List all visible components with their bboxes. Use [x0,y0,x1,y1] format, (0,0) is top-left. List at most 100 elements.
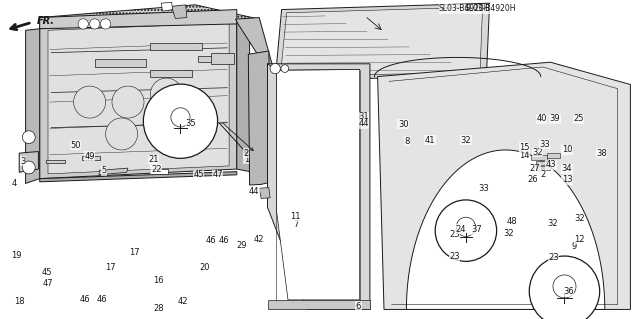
Polygon shape [275,3,490,80]
Circle shape [22,131,35,144]
Bar [211,53,234,64]
Text: 11: 11 [291,212,301,221]
Polygon shape [236,18,272,67]
Text: 44: 44 [358,119,369,128]
Text: 6: 6 [356,302,361,311]
Text: 3: 3 [20,157,26,166]
Text: 42: 42 [254,235,264,244]
Text: 22: 22 [151,165,161,174]
Polygon shape [406,150,605,309]
Polygon shape [268,64,370,309]
Text: 47: 47 [43,279,53,288]
Bar [150,169,168,174]
Text: 44: 44 [249,187,259,196]
Text: 33: 33 [479,184,489,193]
Text: 18: 18 [14,297,24,306]
Circle shape [456,217,476,236]
Bar [95,59,146,67]
Text: 17: 17 [105,263,115,272]
Text: 38: 38 [596,149,607,158]
Circle shape [22,161,35,174]
Text: 32: 32 [532,148,543,157]
Text: 40: 40 [536,114,547,123]
Bar [268,300,370,309]
Text: 29: 29 [237,241,247,250]
Polygon shape [40,5,259,29]
Text: 39: 39 [550,114,560,123]
Text: 25: 25 [573,114,584,123]
Polygon shape [161,2,173,11]
Polygon shape [40,10,237,29]
Text: 41: 41 [425,136,435,145]
Text: 33: 33 [540,140,550,149]
Polygon shape [276,70,360,300]
Text: 35: 35 [186,119,196,128]
Circle shape [435,200,497,261]
Bar [198,56,232,62]
Text: 28: 28 [154,304,164,313]
Text: 17: 17 [129,248,140,256]
Bar [536,161,550,165]
Text: 9: 9 [572,242,577,251]
Circle shape [78,19,88,29]
Polygon shape [48,23,229,174]
Text: FR.: FR. [37,16,55,26]
Text: 4: 4 [12,179,17,188]
Text: 32: 32 [548,219,558,228]
Text: 5: 5 [102,166,107,175]
Text: 2: 2 [540,170,545,179]
Text: 43: 43 [546,160,556,169]
Text: 21: 21 [148,155,159,164]
Text: 45: 45 [42,268,52,277]
Text: 15: 15 [520,143,530,152]
Bar [150,43,202,50]
Polygon shape [280,7,483,76]
Bar [531,155,547,160]
Text: 49: 49 [84,152,95,161]
Text: 1: 1 [244,155,249,164]
Text: 23: 23 [449,230,460,239]
Polygon shape [248,51,272,185]
Circle shape [74,86,106,118]
Text: 23: 23 [548,253,559,262]
Text: 34: 34 [562,164,572,173]
Text: 27: 27 [530,164,540,173]
Text: 47: 47 [212,170,223,179]
Text: 12: 12 [574,235,584,244]
Text: 32: 32 [574,214,584,223]
Text: 13: 13 [562,175,572,184]
Polygon shape [237,21,250,172]
Circle shape [106,118,138,150]
Text: 31: 31 [358,112,369,121]
Circle shape [536,282,546,292]
Text: 42: 42 [177,297,188,306]
Text: 16: 16 [154,276,164,285]
Text: 20: 20 [200,263,210,272]
Circle shape [170,102,202,134]
Circle shape [270,63,280,74]
Text: 32: 32 [504,229,514,238]
Polygon shape [26,29,40,183]
Bar [536,166,550,170]
Polygon shape [40,172,237,182]
Text: SL03-B4920H: SL03-B4920H [465,4,516,13]
Text: 50: 50 [70,141,81,150]
Circle shape [150,78,182,110]
Circle shape [529,256,600,319]
Circle shape [143,84,218,158]
Text: 45: 45 [193,170,204,179]
Text: 46: 46 [97,295,108,304]
Bar [547,153,560,158]
Polygon shape [172,5,187,19]
Circle shape [100,19,111,29]
Text: 36: 36 [563,287,573,296]
Bar [46,160,65,163]
Text: 8: 8 [404,137,410,146]
Text: 46: 46 [79,295,90,304]
Text: 32: 32 [461,136,471,145]
Text: 14: 14 [520,151,530,160]
Circle shape [553,275,576,298]
Circle shape [557,276,567,286]
Text: 2: 2 [244,149,249,158]
Text: 48: 48 [507,217,517,226]
